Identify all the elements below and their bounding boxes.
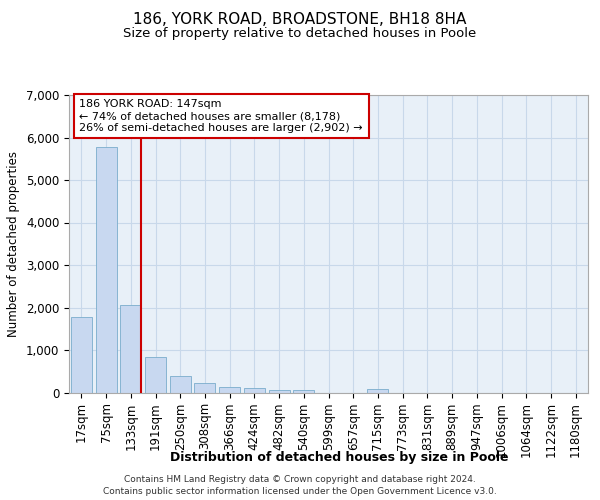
Bar xyxy=(219,388,240,392)
Y-axis label: Number of detached properties: Number of detached properties xyxy=(7,151,20,337)
Text: Contains public sector information licensed under the Open Government Licence v3: Contains public sector information licen… xyxy=(103,486,497,496)
Bar xyxy=(269,390,290,392)
Bar xyxy=(293,390,314,392)
Text: 186, YORK ROAD, BROADSTONE, BH18 8HA: 186, YORK ROAD, BROADSTONE, BH18 8HA xyxy=(133,12,467,28)
Bar xyxy=(367,390,388,392)
Bar xyxy=(244,388,265,392)
Bar xyxy=(95,147,116,392)
Bar xyxy=(194,383,215,392)
Text: 186 YORK ROAD: 147sqm
← 74% of detached houses are smaller (8,178)
26% of semi-d: 186 YORK ROAD: 147sqm ← 74% of detached … xyxy=(79,100,363,132)
Bar xyxy=(145,357,166,392)
Text: Distribution of detached houses by size in Poole: Distribution of detached houses by size … xyxy=(170,451,508,464)
Bar xyxy=(170,376,191,392)
Bar xyxy=(120,304,141,392)
Text: Size of property relative to detached houses in Poole: Size of property relative to detached ho… xyxy=(124,28,476,40)
Bar xyxy=(71,317,92,392)
Text: Contains HM Land Registry data © Crown copyright and database right 2024.: Contains HM Land Registry data © Crown c… xyxy=(124,474,476,484)
